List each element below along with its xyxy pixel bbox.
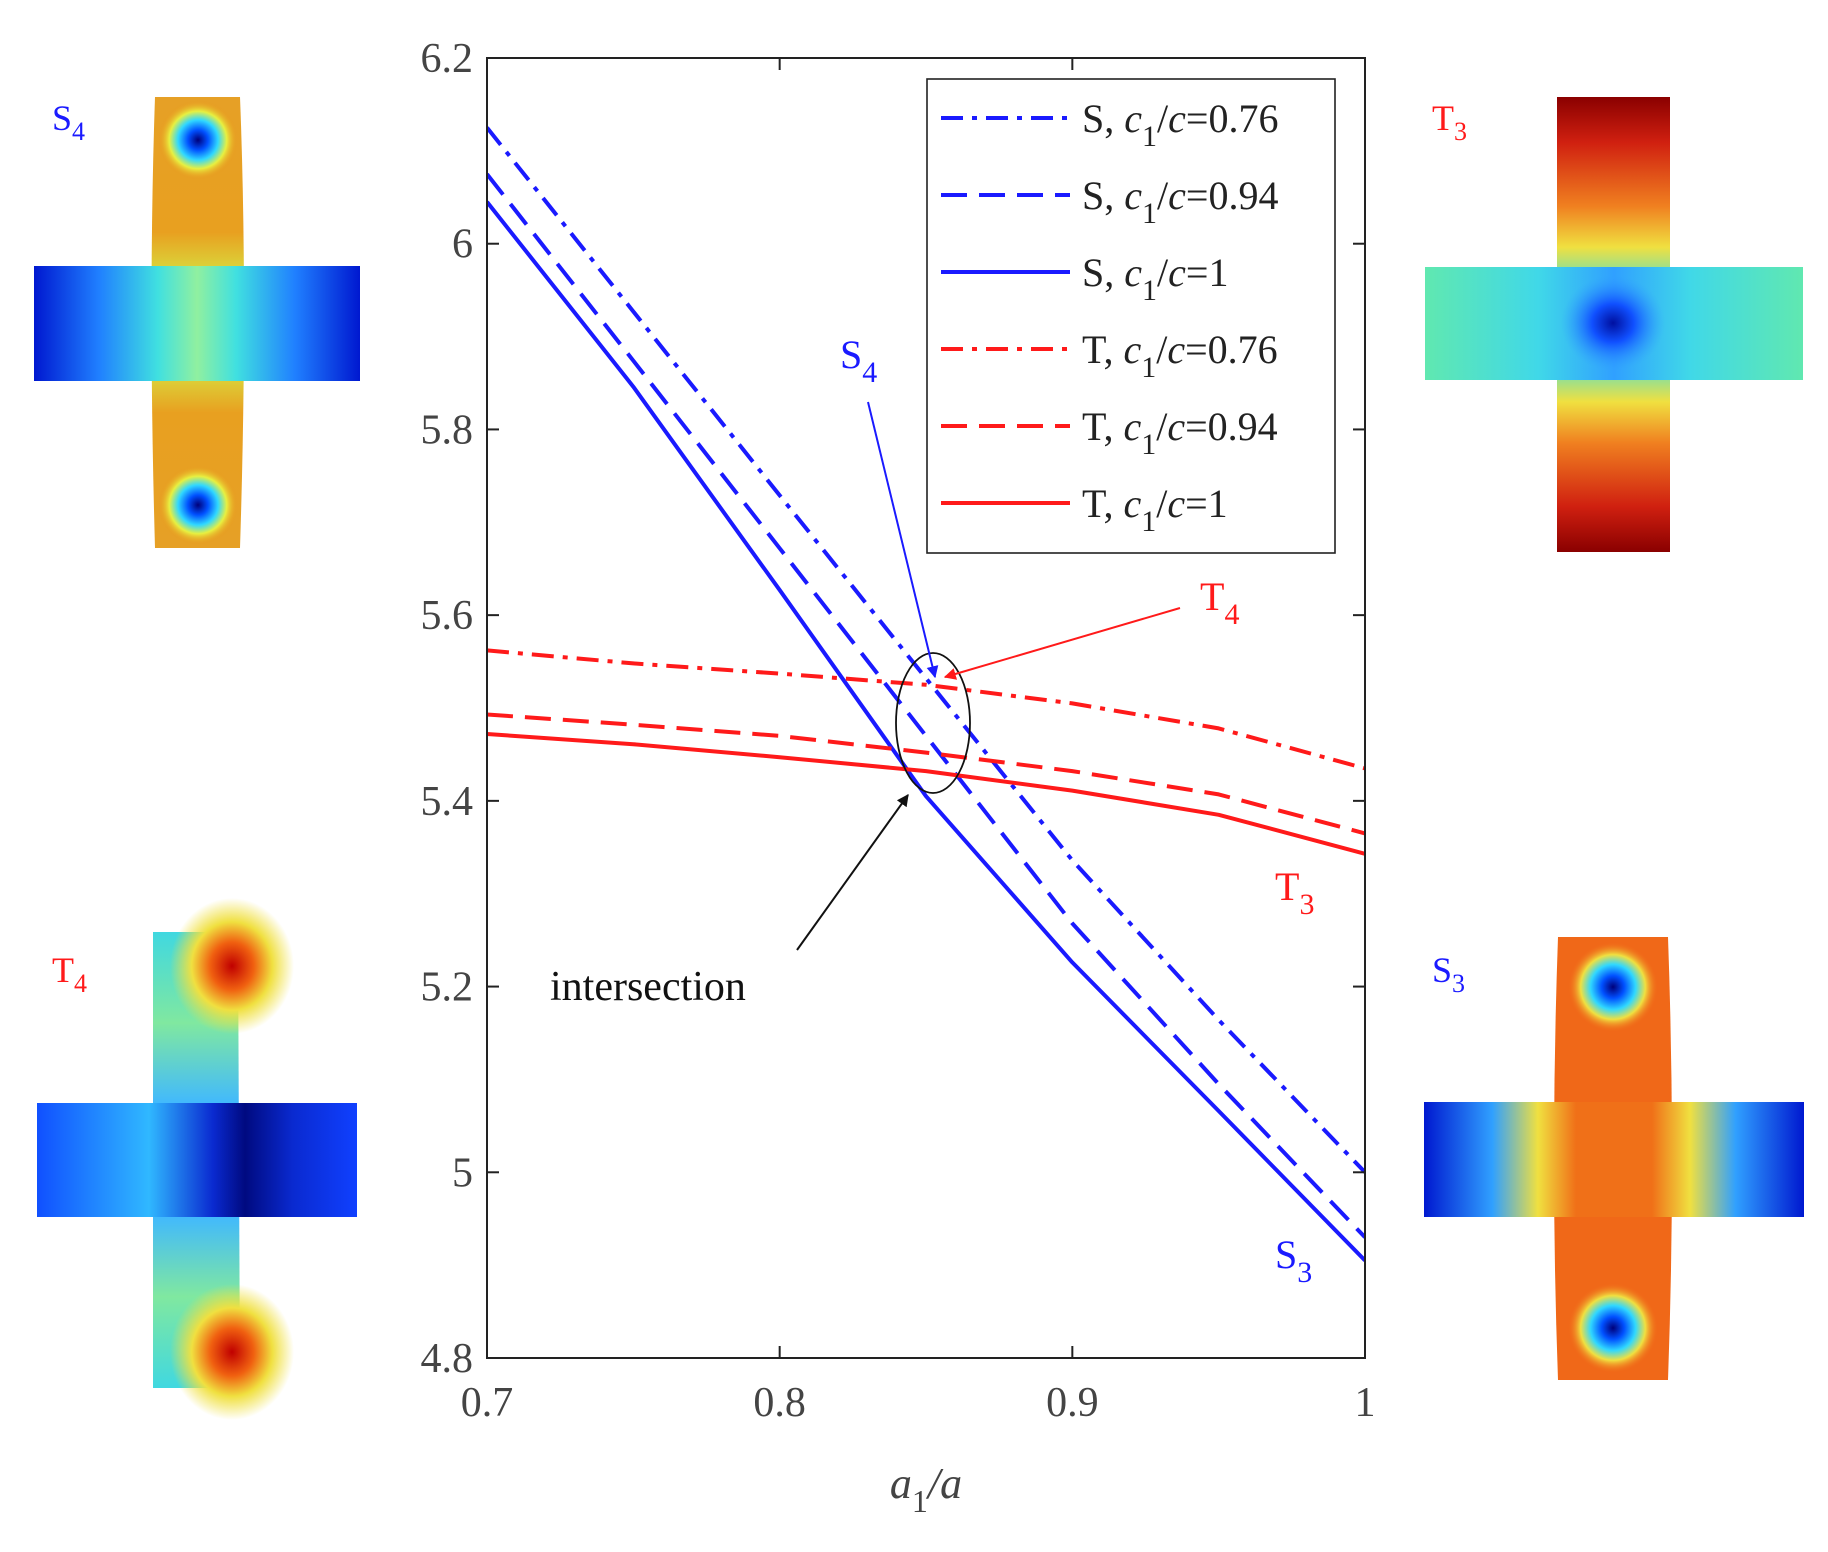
mode-label-s4: S4	[52, 98, 85, 146]
mode-shape-s4	[34, 97, 360, 548]
x-tick-label: 0.9	[1046, 1380, 1099, 1426]
series-layer	[487, 126, 1365, 1262]
x-tick-label: 0.8	[753, 1380, 806, 1426]
s4-arrow	[867, 401, 939, 679]
annotation-s3: S3	[1275, 1232, 1312, 1289]
annotation-t3: T3	[1275, 864, 1314, 921]
series-line-s-0_76	[487, 126, 1365, 1174]
legend-entry-label: S, c1/c=1	[1082, 250, 1228, 307]
legend-box	[926, 78, 1336, 554]
mode-shape-t3	[1425, 97, 1803, 552]
annotation-s4: S4	[840, 332, 877, 389]
annotation-t4: T4	[1200, 574, 1239, 631]
series-line-s-1	[487, 200, 1365, 1262]
y-tick-label: 5.2	[421, 965, 474, 1011]
y-tick-label: 6.2	[421, 36, 474, 82]
mode-label-t3: T3	[1432, 98, 1467, 146]
x-tick-label: 1	[1355, 1380, 1376, 1426]
legend-entry-label: S, c1/c=0.76	[1082, 96, 1278, 153]
mode-shape-t4	[37, 898, 357, 1420]
intersection-arrow	[796, 794, 909, 951]
legend-entry-label: T, c1/c=0.76	[1082, 327, 1278, 384]
y-tick-label: 4.8	[421, 1336, 474, 1382]
legend-entry-label: T, c1/c=0.94	[1082, 404, 1278, 461]
x-axis-label: a1/a	[890, 1459, 962, 1519]
annotation-intersection: intersection	[550, 964, 746, 1010]
y-tick-label: 5.6	[421, 593, 474, 639]
intersection-ellipse	[895, 652, 971, 794]
legend-entry-label: S, c1/c=0.94	[1082, 173, 1278, 230]
series-line-t-0_76	[487, 648, 1365, 771]
y-tick-label: 5	[452, 1150, 473, 1196]
series-line-s-0_94	[487, 172, 1365, 1239]
plot-frame	[486, 57, 1366, 1359]
x-tick-label: 0.7	[461, 1380, 514, 1426]
series-line-t-1	[487, 732, 1365, 856]
y-tick-label: 6	[452, 222, 473, 268]
axis-layer: 0.7 0.8 0.9 1 4.8 5 5.2 5.4 5.6 5.8 6 6.2	[421, 36, 1376, 1426]
t4-arrow	[943, 607, 1181, 680]
legend: S, c1/c=0.76 S, c1/c=0.94 S, c1/c=1 T, c1/c…	[926, 78, 1336, 554]
y-tick-label: 5.8	[421, 407, 474, 453]
mode-shape-s3	[1424, 937, 1804, 1380]
mode-label-t4: T4	[52, 950, 87, 998]
series-line-t-0_94	[487, 712, 1365, 836]
y-tick-label: 5.4	[421, 779, 474, 825]
mode-label-s3: S3	[1432, 950, 1465, 998]
legend-entry-label: T, c1/c=1	[1082, 481, 1228, 538]
